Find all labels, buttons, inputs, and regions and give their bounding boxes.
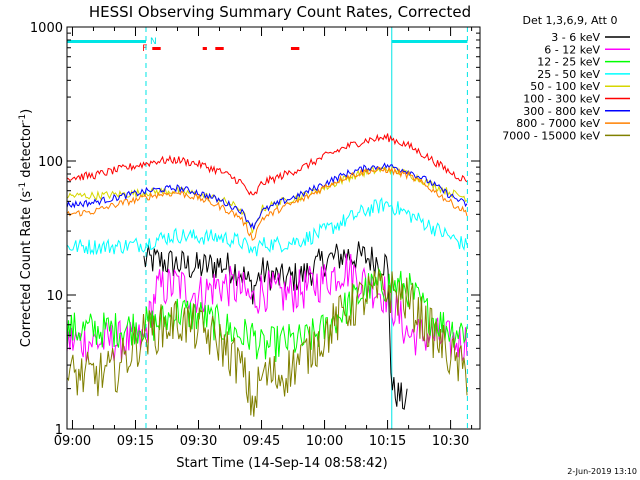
x-tick-label: 09:00 — [54, 434, 91, 449]
chart-title: HESSI Observing Summary Count Rates, Cor… — [89, 3, 471, 21]
footer-date: 2-Jun-2019 13:10 — [567, 467, 637, 476]
series-line — [66, 269, 468, 417]
y-axis-label-end: ) — [19, 109, 34, 114]
legend-entry-label: 300 - 800 keV — [523, 105, 600, 118]
series-line — [66, 162, 468, 230]
series-layer — [66, 133, 468, 417]
legend-entry-label: 7000 - 15000 keV — [502, 129, 600, 142]
observing-flags-layer: NF — [67, 27, 468, 429]
night-flag-label: N — [150, 37, 157, 47]
legend-header: Det 1,3,6,9, Att 0 — [523, 14, 618, 27]
series-line — [66, 267, 468, 363]
y-axis-label-sup1: -1 — [18, 182, 28, 191]
axis-layer: 09:00 09:15 09:30 09:45 10:00 10:15 10:30 1 10 10… — [30, 21, 480, 449]
series-line — [66, 133, 468, 196]
x-tick-label: 10:30 — [432, 434, 469, 449]
y-tick-label: 1000 — [30, 21, 63, 36]
flare-flag-label: F — [142, 44, 147, 54]
legend-entry-label: 800 - 7000 keV — [516, 117, 600, 130]
x-tick-label: 10:15 — [369, 434, 406, 449]
legend-entry-label: 3 - 6 keV — [551, 31, 600, 44]
night-flag-bar — [391, 40, 468, 43]
plot-frame — [66, 26, 481, 430]
y-tick-label: 10 — [46, 289, 63, 304]
series-line — [66, 197, 468, 257]
y-tick-label: 100 — [38, 155, 63, 170]
flare-flag-bar — [215, 47, 224, 50]
y-axis-label-main: Corrected Count Rate (s — [19, 191, 34, 348]
flare-flag-bar — [152, 47, 161, 50]
flare-flag-bar — [290, 47, 300, 50]
y-axis-label: Corrected Count Rate (s-1 detector-1) — [18, 109, 34, 347]
y-tick-label: 1 — [55, 423, 63, 438]
legend-entry-label: 50 - 100 keV — [530, 80, 600, 93]
x-axis-label: Start Time (14-Sep-14 08:58:42) — [176, 456, 387, 471]
series-line — [66, 166, 468, 241]
y-axis-label-sup2: -1 — [18, 114, 28, 123]
legend-entry-label: 6 - 12 keV — [544, 43, 600, 56]
legend-entry-label: 100 - 300 keV — [523, 93, 600, 106]
flare-flag-bar — [202, 47, 207, 50]
legend-entry-label: 25 - 50 keV — [537, 68, 600, 81]
legend-entry-label: 12 - 25 keV — [537, 56, 600, 69]
x-tick-label: 09:15 — [117, 434, 154, 449]
x-tick-label: 09:45 — [243, 434, 280, 449]
y-axis-label-mid: detector — [19, 122, 34, 182]
night-flag-bar — [67, 40, 146, 43]
x-tick-label: 10:00 — [306, 434, 343, 449]
series-line — [143, 241, 408, 410]
x-tick-label: 09:30 — [180, 434, 217, 449]
